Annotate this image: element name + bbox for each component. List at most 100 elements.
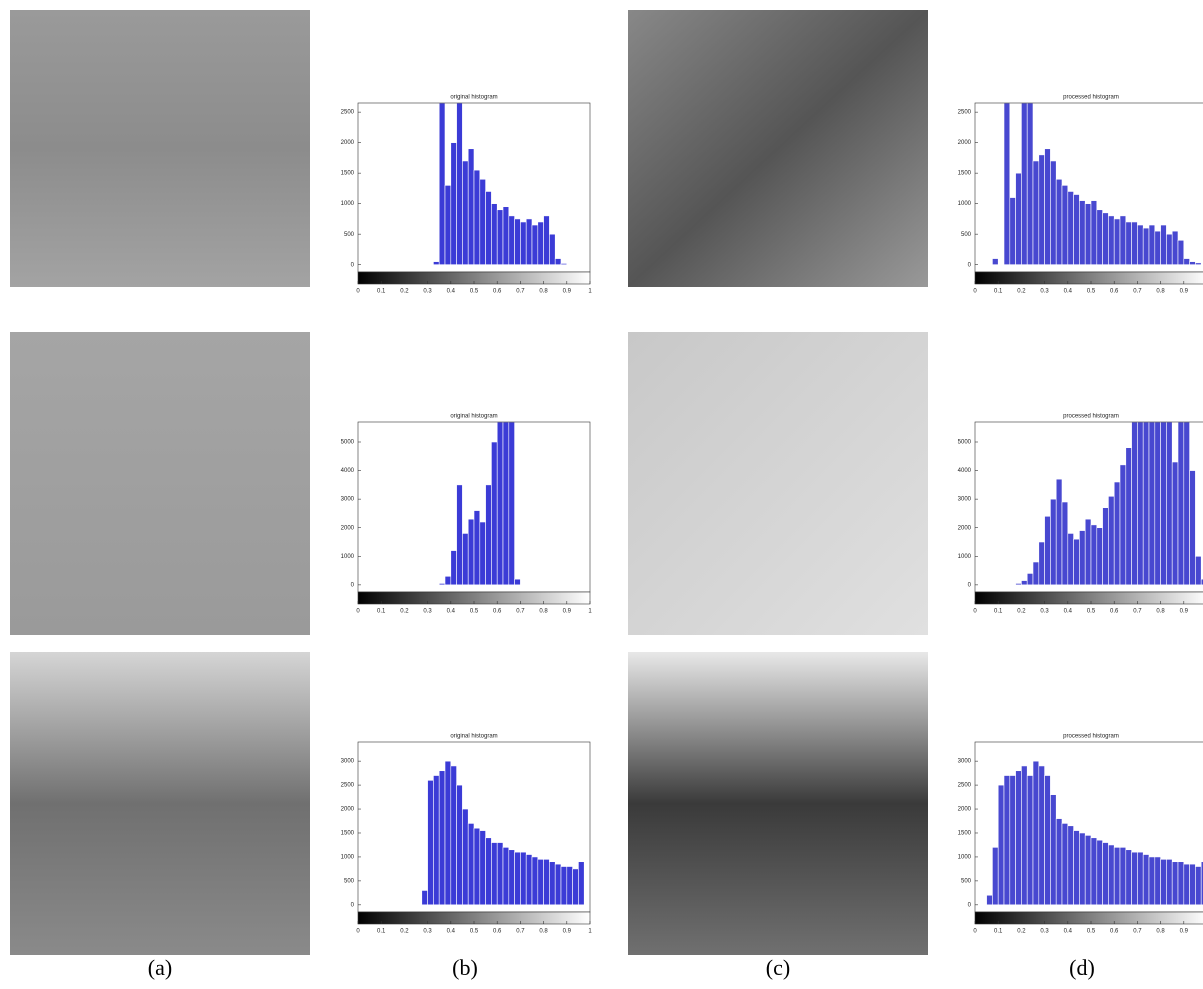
x-tick-label: 0.4 [1064, 609, 1073, 615]
bar [1154, 856, 1161, 906]
bar [1154, 422, 1161, 586]
x-tick-label: 0.1 [994, 929, 1003, 935]
x-tick-label: 0 [356, 289, 360, 295]
chart-title: original histogram [450, 734, 497, 740]
y-tick-label: 3000 [341, 759, 355, 765]
y-tick-label: 2500 [341, 783, 355, 789]
photo [10, 332, 310, 635]
photo [628, 10, 928, 287]
x-tick-label: 0.5 [470, 289, 479, 295]
bar [1131, 221, 1138, 265]
y-tick-label: 3000 [958, 497, 972, 503]
bar [514, 851, 521, 906]
y-tick-label: 2000 [341, 807, 355, 813]
bar [997, 784, 1005, 906]
caption: (c) [766, 955, 790, 980]
x-tick-label: 0.7 [1133, 929, 1142, 935]
bar [1131, 851, 1138, 906]
bar [566, 866, 573, 906]
bar [450, 142, 457, 265]
bar [491, 203, 498, 265]
bar [462, 533, 469, 586]
x-tick-label: 0.9 [1180, 929, 1189, 935]
x-tick-label: 0.3 [423, 929, 432, 935]
bar [1200, 861, 1203, 906]
bar [1137, 851, 1144, 906]
x-tick-label: 0.3 [1040, 289, 1049, 295]
y-tick-label: 500 [961, 232, 972, 238]
bar [1200, 578, 1203, 586]
bar [502, 422, 510, 586]
bar [427, 780, 434, 906]
bars [438, 422, 521, 586]
bar [1090, 524, 1098, 586]
bar [496, 422, 504, 586]
bars [1015, 422, 1203, 586]
bar [473, 510, 481, 586]
bar [1015, 172, 1022, 265]
y-tick-label: 0 [351, 902, 355, 908]
x-tick-label: 0.8 [1156, 289, 1165, 295]
bar [525, 218, 533, 265]
bar [1166, 422, 1173, 586]
bar [514, 578, 521, 586]
bar [444, 575, 452, 586]
y-tick-label: 0 [351, 582, 355, 588]
x-tick-label: 1 [588, 289, 592, 295]
bar [1079, 200, 1086, 265]
x-tick-label: 0.4 [447, 289, 456, 295]
photo [628, 652, 928, 955]
bar [1160, 859, 1167, 906]
bar [421, 890, 428, 906]
bar [1195, 866, 1202, 906]
bar [560, 866, 568, 906]
bar [1079, 832, 1086, 906]
bar [992, 258, 999, 265]
bar [491, 441, 498, 586]
bar [1142, 422, 1150, 586]
x-tick-label: 0.9 [1180, 609, 1189, 615]
x-tick-label: 0 [973, 289, 977, 295]
bar [1102, 842, 1109, 906]
y-tick-label: 5000 [958, 440, 972, 446]
bar [1113, 847, 1121, 906]
bar [1044, 515, 1051, 586]
bar [502, 206, 510, 265]
y-tick-label: 2000 [958, 807, 972, 813]
bar [1021, 103, 1028, 265]
y-tick-label: 5000 [341, 440, 355, 446]
bar [1061, 501, 1069, 586]
caption: (b) [452, 955, 478, 980]
bar [1177, 239, 1185, 265]
y-tick-label: 3000 [341, 497, 355, 503]
bar [537, 221, 544, 265]
bar [1177, 422, 1185, 586]
bar [1038, 765, 1045, 906]
y-tick-label: 1500 [958, 171, 972, 177]
x-tick-label: 0.5 [1087, 609, 1096, 615]
y-tick-label: 500 [344, 878, 355, 884]
x-tick-label: 0.3 [423, 609, 432, 615]
bar [1067, 191, 1074, 265]
bar [1096, 209, 1103, 265]
bar [444, 185, 452, 265]
chart-title: processed histogram [1063, 95, 1119, 101]
x-tick-label: 0 [973, 929, 977, 935]
bar [578, 861, 585, 906]
bar [572, 868, 579, 906]
bar [1084, 518, 1092, 586]
y-tick-label: 1000 [341, 554, 355, 560]
bar [1189, 470, 1196, 586]
x-tick-label: 0.5 [470, 609, 479, 615]
bar [462, 160, 469, 265]
x-tick-label: 0.9 [563, 289, 572, 295]
bar [1003, 103, 1011, 265]
y-tick-label: 0 [351, 262, 355, 268]
bar [1119, 464, 1127, 586]
bar [1015, 770, 1022, 906]
x-tick-label: 0.6 [493, 289, 502, 295]
x-tick-label: 1 [588, 929, 592, 935]
y-tick-label: 0 [968, 582, 972, 588]
y-tick-label: 2500 [341, 110, 355, 116]
